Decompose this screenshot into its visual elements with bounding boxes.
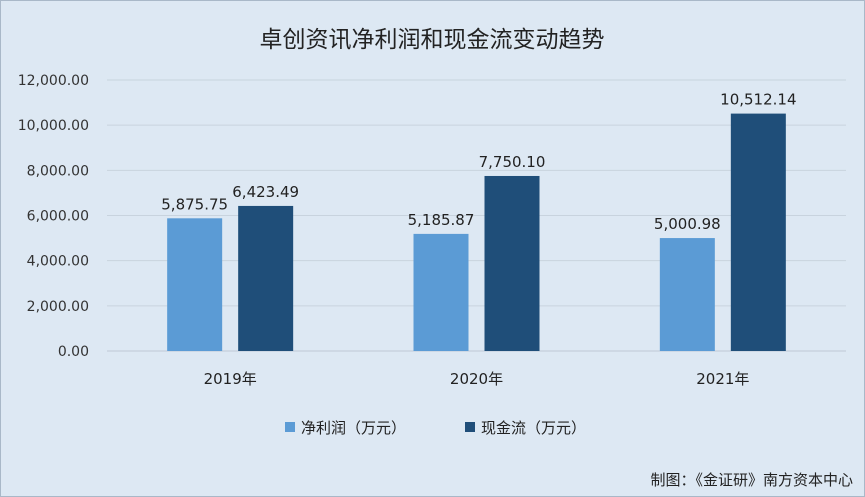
bar-cash-flow [484,175,540,351]
y-tick-label: 8,000.00 [27,163,89,179]
legend-label: 现金流（万元） [481,419,586,437]
data-label: 5,000.98 [654,215,721,233]
chart-title: 卓创资讯净利润和现金流变动趋势 [260,27,605,53]
bar-cash-flow [730,113,786,352]
y-axis: 0.00 2,000.00 4,000.00 6,000.00 8,000.00 10,0… [18,73,89,360]
data-label: 5,185.87 [408,211,475,229]
y-tick-label: 6,000.00 [27,209,89,225]
bar-net-profit [167,218,223,351]
legend-swatch [285,422,295,432]
bar-cash-flow [238,205,294,351]
legend: 净利润（万元） 现金流（万元） [285,419,586,437]
x-category-label: 2019年 [204,370,257,388]
bar-net-profit [659,238,715,351]
y-tick-label: 12,000.00 [18,73,89,89]
y-tick-label: 4,000.00 [27,254,89,270]
x-category-label: 2021年 [696,370,749,388]
y-tick-label: 10,000.00 [18,118,89,134]
legend-label: 净利润（万元） [301,419,406,437]
y-tick-label: 2,000.00 [27,299,89,315]
data-label: 10,512.14 [720,91,796,109]
bar-net-profit [413,233,469,351]
legend-swatch [465,422,475,432]
gridlines [107,79,846,352]
data-label: 6,423.49 [232,183,299,201]
bars: 5,875.756,423.49 5,185.87 7,750.10 5,000.98… [161,91,797,352]
data-label: 5,875.75 [161,195,228,213]
data-label: 7,750.10 [479,153,546,171]
x-axis: 2019年 2020年 2021年 [204,370,750,388]
credit-text: 制图：《金证研》南方资本中心 [650,471,853,489]
x-category-label: 2020年 [450,370,503,388]
y-tick-label: 0.00 [58,344,89,360]
